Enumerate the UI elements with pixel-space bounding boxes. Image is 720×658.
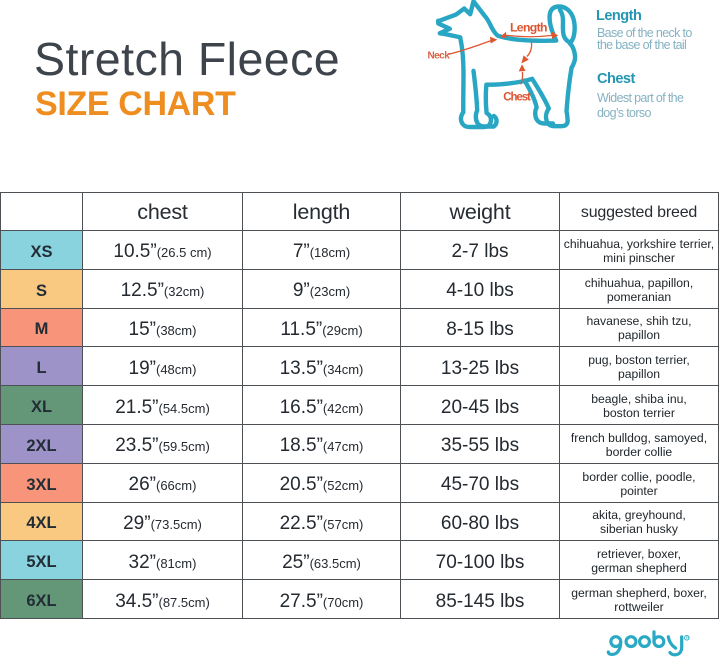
svg-text:R: R <box>686 635 689 640</box>
svg-text:Neck: Neck <box>428 51 451 62</box>
svg-text:Chest: Chest <box>503 92 531 104</box>
svg-text:Length: Length <box>510 21 547 35</box>
